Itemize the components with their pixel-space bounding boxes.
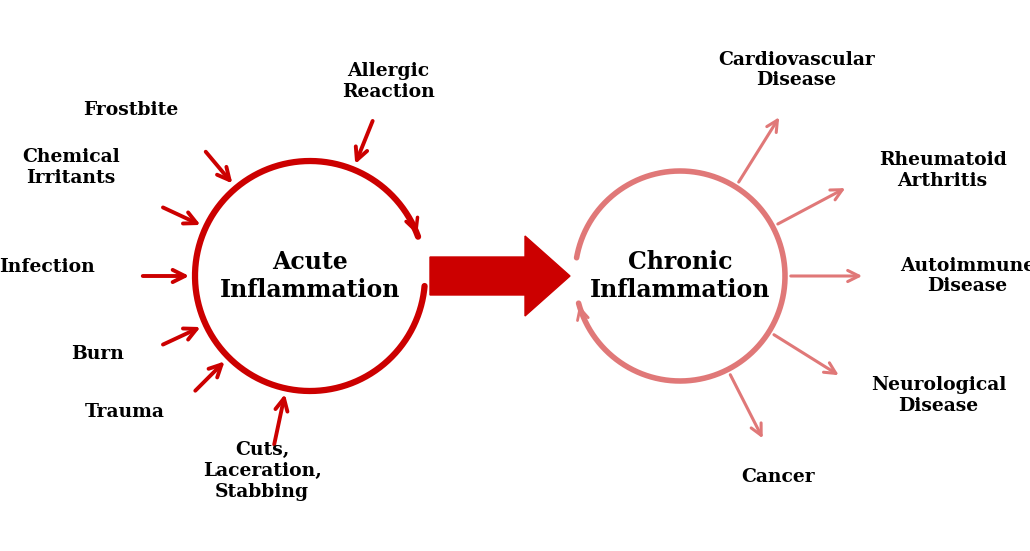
- Text: Acute
Inflammation: Acute Inflammation: [219, 250, 401, 302]
- Text: Chronic
Inflammation: Chronic Inflammation: [590, 250, 770, 302]
- Text: Allergic
Reaction: Allergic Reaction: [342, 62, 435, 101]
- FancyArrow shape: [430, 236, 570, 316]
- Text: Infection: Infection: [0, 258, 95, 276]
- Text: Autoimmune
Disease: Autoimmune Disease: [900, 257, 1030, 295]
- Text: Frostbite: Frostbite: [83, 101, 178, 119]
- Text: Trauma: Trauma: [85, 403, 165, 421]
- Text: Chemical
Irritants: Chemical Irritants: [22, 148, 119, 187]
- Text: Rheumatoid
Arthritis: Rheumatoid Arthritis: [879, 151, 1006, 190]
- Text: Cardiovascular
Disease: Cardiovascular Disease: [718, 51, 874, 89]
- Text: Neurological
Disease: Neurological Disease: [870, 376, 1006, 415]
- Text: Cancer: Cancer: [741, 468, 815, 485]
- Text: Burn: Burn: [71, 344, 125, 363]
- Text: Cuts,
Laceration,
Stabbing: Cuts, Laceration, Stabbing: [203, 441, 321, 501]
